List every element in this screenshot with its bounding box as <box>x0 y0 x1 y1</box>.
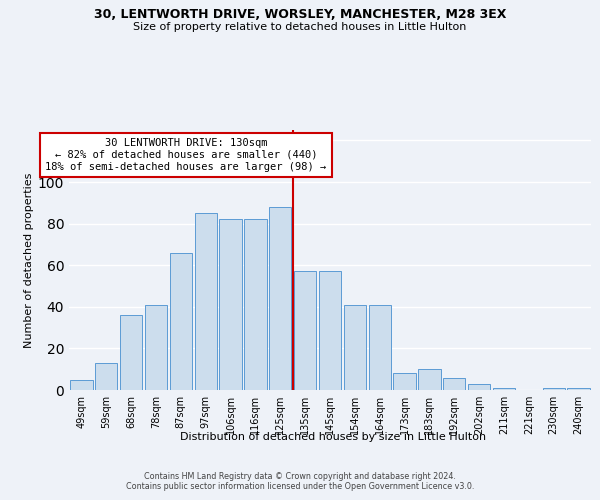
Text: Contains public sector information licensed under the Open Government Licence v3: Contains public sector information licen… <box>126 482 474 491</box>
Bar <box>368 304 391 390</box>
Bar <box>394 374 416 390</box>
Bar <box>244 220 266 390</box>
Text: 30 LENTWORTH DRIVE: 130sqm
← 82% of detached houses are smaller (440)
18% of sem: 30 LENTWORTH DRIVE: 130sqm ← 82% of deta… <box>45 138 326 172</box>
Bar <box>493 388 515 390</box>
Bar <box>120 315 142 390</box>
Bar <box>418 369 440 390</box>
Bar <box>70 380 92 390</box>
Bar <box>443 378 466 390</box>
Bar <box>194 213 217 390</box>
Bar <box>269 207 292 390</box>
Bar <box>220 220 242 390</box>
Bar <box>170 252 192 390</box>
Text: 30, LENTWORTH DRIVE, WORSLEY, MANCHESTER, M28 3EX: 30, LENTWORTH DRIVE, WORSLEY, MANCHESTER… <box>94 8 506 20</box>
Bar <box>319 272 341 390</box>
Bar <box>542 388 565 390</box>
Bar <box>145 304 167 390</box>
Bar <box>95 363 118 390</box>
Y-axis label: Number of detached properties: Number of detached properties <box>23 172 34 348</box>
Bar <box>468 384 490 390</box>
Text: Contains HM Land Registry data © Crown copyright and database right 2024.: Contains HM Land Registry data © Crown c… <box>144 472 456 481</box>
Text: Size of property relative to detached houses in Little Hulton: Size of property relative to detached ho… <box>133 22 467 32</box>
Text: Distribution of detached houses by size in Little Hulton: Distribution of detached houses by size … <box>180 432 486 442</box>
Bar <box>344 304 366 390</box>
Bar <box>568 388 590 390</box>
Bar <box>294 272 316 390</box>
